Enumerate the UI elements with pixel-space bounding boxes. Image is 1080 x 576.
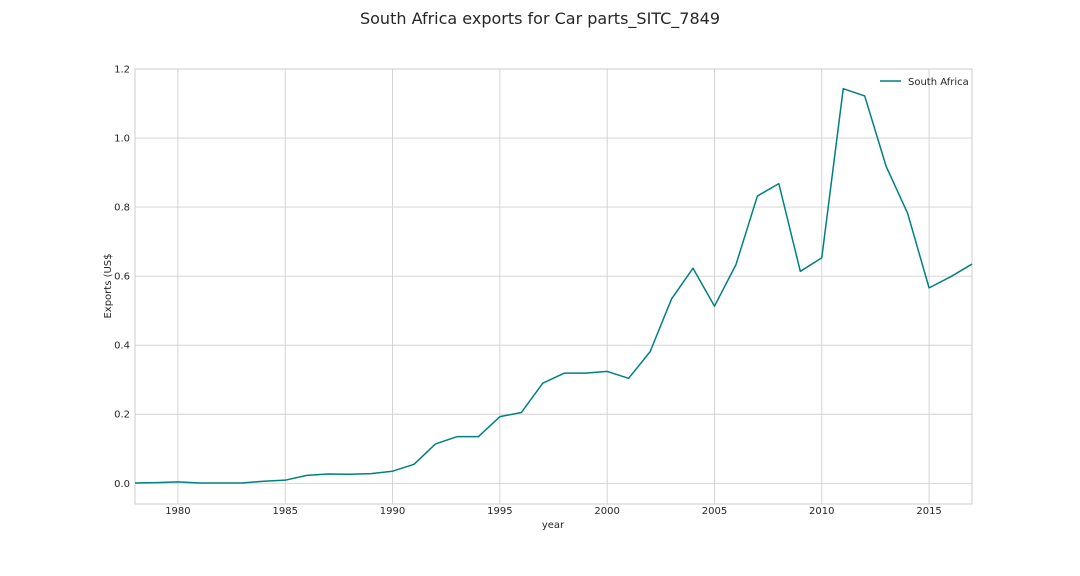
y-tick-label: 1.0 bbox=[114, 134, 130, 145]
x-tick-label: 2005 bbox=[702, 506, 727, 517]
y-tick-label: 0.8 bbox=[114, 203, 130, 214]
x-tick-label: 1995 bbox=[487, 506, 512, 517]
x-tick-label: 1980 bbox=[165, 506, 190, 517]
y-tick-label: 0.4 bbox=[114, 341, 130, 352]
x-axis-label: year bbox=[542, 520, 565, 531]
x-tick-label: 1985 bbox=[273, 506, 298, 517]
plot-frame bbox=[134, 68, 973, 505]
legend: South Africa bbox=[880, 77, 969, 88]
chart-title: South Africa exports for Car parts_SITC_… bbox=[360, 9, 720, 29]
series-line-south-africa bbox=[134, 87, 973, 484]
x-tick-label: 2010 bbox=[809, 506, 834, 517]
y-tick-label: 0.0 bbox=[114, 479, 130, 490]
y-axis-label: Exports (US$ bbox=[103, 253, 114, 318]
y-tick-label: 1.2 bbox=[114, 65, 130, 76]
x-axis-ticks: 1980 1985 1990 1995 2000 2005 2010 2015 bbox=[165, 506, 942, 517]
x-tick-label: 2000 bbox=[594, 506, 619, 517]
x-tick-label: 1990 bbox=[380, 506, 405, 517]
y-tick-label: 0.2 bbox=[114, 410, 130, 421]
series-layer bbox=[134, 87, 973, 484]
x-tick-label: 2015 bbox=[916, 506, 941, 517]
y-axis-ticks: 0.0 0.2 0.4 0.6 0.8 1.0 1.2 bbox=[114, 65, 130, 490]
y-tick-label: 0.6 bbox=[114, 272, 130, 283]
grid bbox=[135, 68, 972, 504]
legend-label: South Africa bbox=[908, 77, 969, 88]
